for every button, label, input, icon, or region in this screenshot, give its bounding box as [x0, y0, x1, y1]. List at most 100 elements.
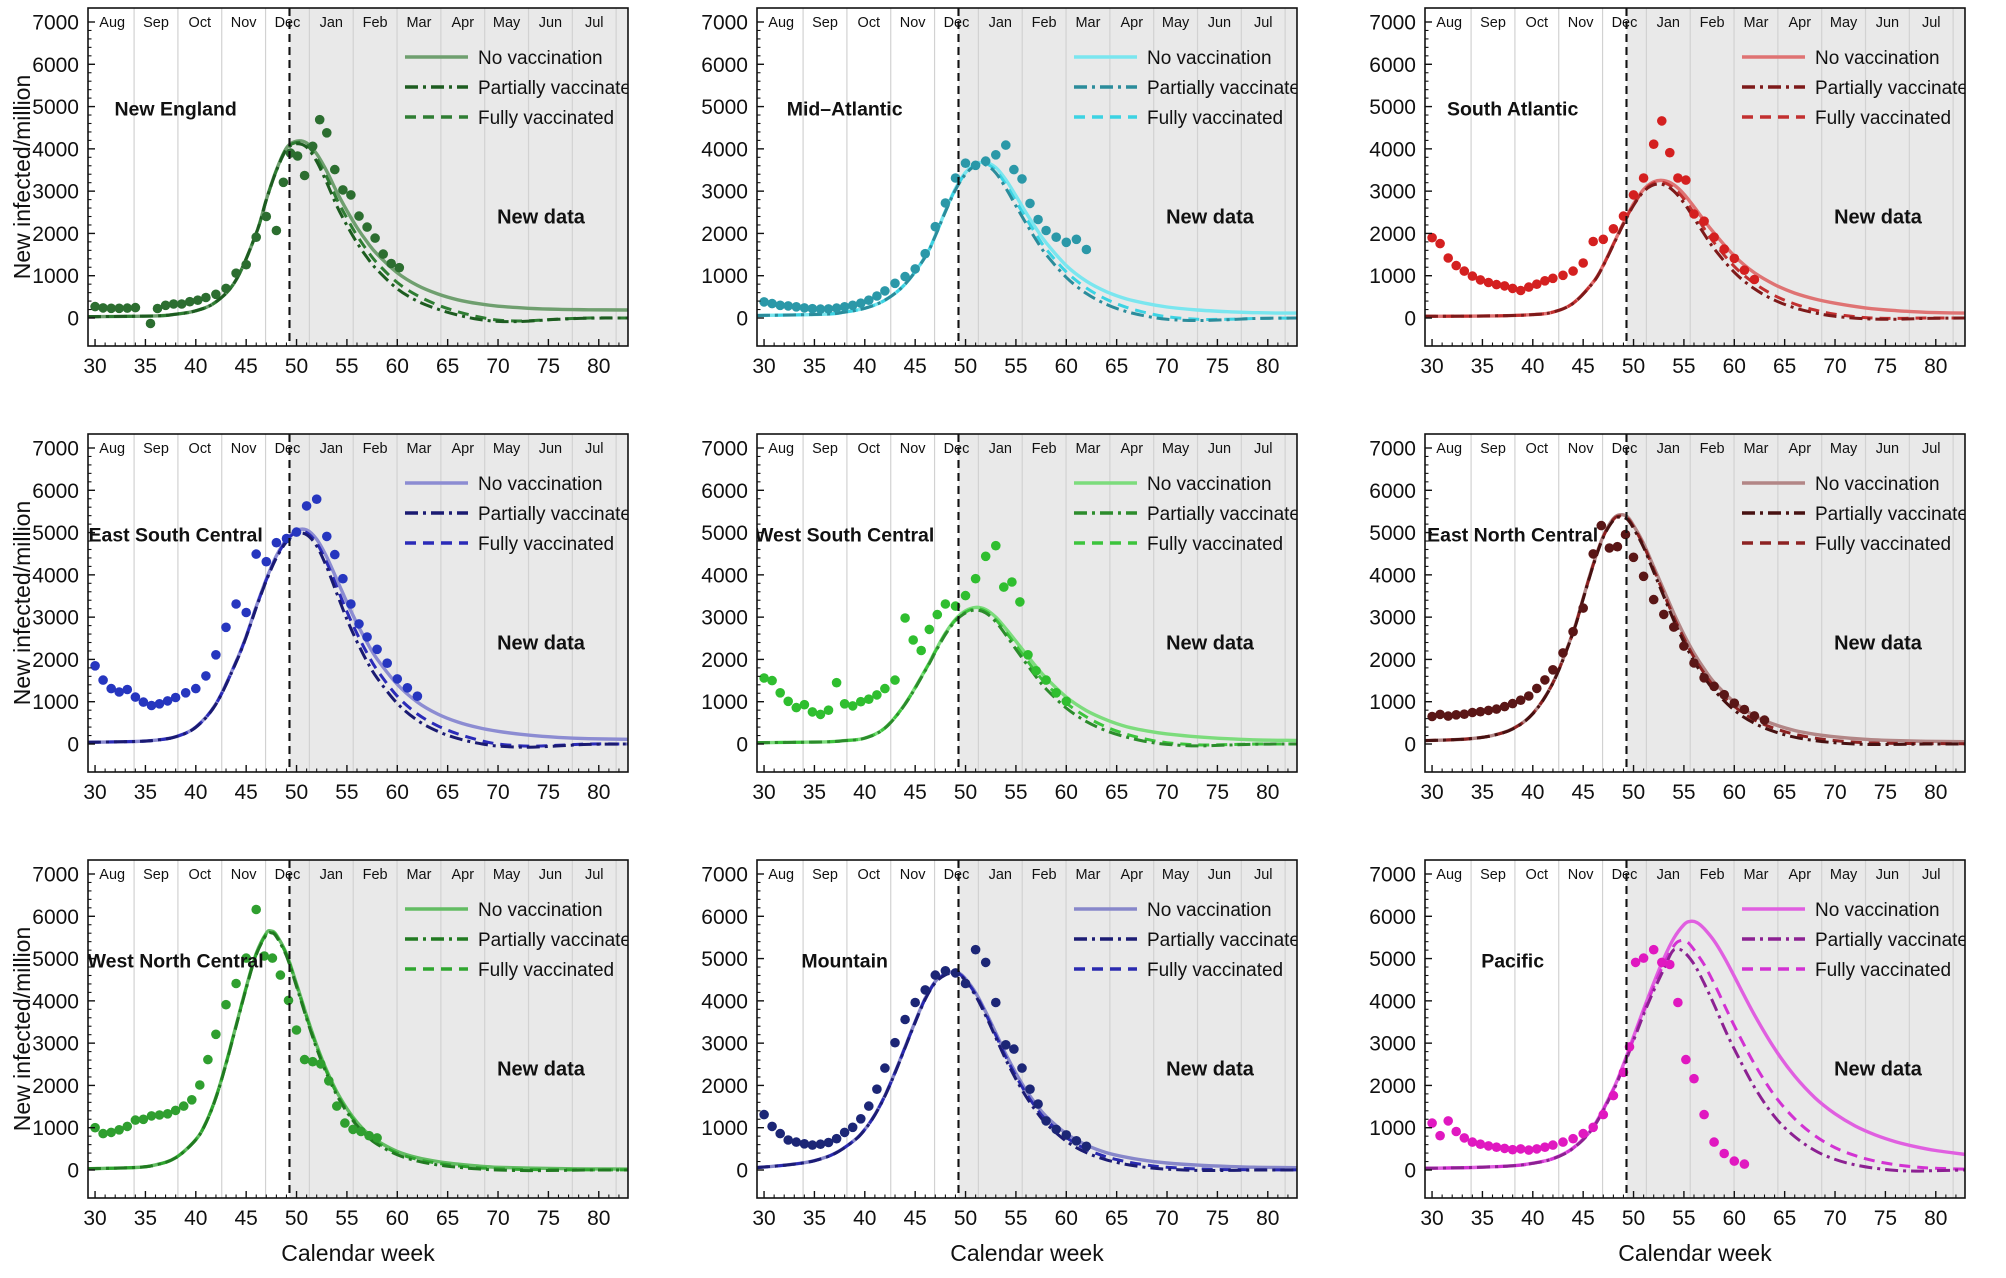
data-point	[321, 128, 332, 138]
data-point	[1548, 664, 1559, 675]
data-point	[186, 1094, 197, 1105]
data-point	[855, 696, 866, 707]
data-point	[1709, 681, 1720, 692]
data-point	[372, 1133, 382, 1143]
data-point	[146, 700, 157, 711]
legend-label: No vaccination	[478, 474, 603, 495]
y-tick-label: 7000	[1370, 12, 1417, 35]
y-tick-label: 5000	[32, 522, 79, 545]
data-point	[275, 970, 286, 980]
new-data-label: New data	[1834, 207, 1923, 229]
data-point	[130, 302, 141, 313]
data-point	[354, 211, 364, 221]
data-point	[1709, 232, 1720, 242]
chart-south-atlantic: No vaccination Partially vaccinated Fully …	[1370, 7, 1967, 378]
data-point	[114, 1124, 124, 1135]
y-tick-label: 3000	[1370, 181, 1417, 204]
curve-fully-vaccinated	[87, 529, 628, 748]
x-tick-label: 75	[1205, 1207, 1228, 1230]
month-label: Sep	[1480, 15, 1506, 31]
data-point	[1508, 698, 1518, 709]
month-label: Feb	[1700, 867, 1725, 883]
panel-new-england: No vaccination Partially vaccinated Fully …	[0, 0, 669, 426]
x-tick-label: 70	[1824, 355, 1847, 378]
data-point	[766, 298, 777, 309]
data-point	[203, 1054, 213, 1065]
data-point	[231, 268, 241, 278]
data-point	[1749, 711, 1760, 721]
x-tick-label: 80	[1256, 1207, 1279, 1230]
data-point	[823, 304, 833, 314]
region-title: Pacific	[1482, 951, 1545, 973]
month-label: Feb	[363, 15, 388, 31]
curve-fully-vaccinated	[1425, 180, 1966, 320]
data-point	[831, 1133, 842, 1144]
data-point	[221, 283, 231, 294]
data-point	[1608, 223, 1619, 234]
data-point	[1051, 232, 1061, 242]
curve-partially-vaccinated	[756, 972, 1297, 1173]
x-tick-label: 50	[1622, 781, 1645, 804]
data-point	[799, 1138, 809, 1149]
x-tick-label: 50	[1622, 1207, 1645, 1230]
x-tick-label: 35	[802, 781, 825, 804]
data-point	[1709, 1137, 1720, 1147]
x-tick-label: 75	[537, 1207, 560, 1230]
data-point	[910, 264, 920, 274]
new-data-label: New data	[497, 1059, 586, 1081]
data-point	[90, 301, 100, 312]
data-point	[1631, 957, 1641, 968]
data-point	[154, 1110, 165, 1120]
x-tick-label: 80	[1256, 781, 1279, 804]
legend-label: Fully vaccinated	[1147, 534, 1283, 555]
month-label: Jun	[1207, 15, 1230, 31]
data-point	[1679, 641, 1690, 651]
curve-partially-vaccinated	[1425, 947, 1966, 1173]
legend-label: Fully vaccinated	[1147, 108, 1283, 129]
y-tick-label: 4000	[1370, 138, 1417, 161]
y-tick-label: 6000	[32, 906, 79, 929]
data-point	[114, 687, 124, 697]
month-label: Dec	[275, 441, 301, 457]
data-point	[855, 1113, 866, 1124]
new-data-label: New data	[497, 207, 586, 229]
data-point	[823, 1137, 833, 1148]
month-label: Sep	[812, 15, 838, 31]
month-label: Nov	[231, 867, 258, 883]
data-point	[1061, 237, 1071, 248]
x-tick-label: 80	[1256, 355, 1279, 378]
data-point	[920, 985, 930, 995]
x-tick-label: 30	[83, 355, 106, 378]
data-point	[1081, 244, 1091, 255]
x-tick-label: 75	[1205, 781, 1228, 804]
y-tick-label: 1000	[32, 691, 79, 714]
plot-frame	[755, 859, 1298, 1199]
data-point	[1427, 1118, 1438, 1128]
data-point	[1629, 552, 1639, 563]
data-point	[1475, 275, 1486, 285]
data-point	[1508, 1144, 1518, 1155]
month-label: Aug	[1437, 867, 1463, 883]
data-point	[168, 299, 179, 309]
data-point	[170, 692, 181, 703]
month-label: Oct	[857, 867, 880, 883]
y-tick-label: 2000	[32, 223, 79, 246]
x-tick-label: 45	[903, 1207, 926, 1230]
x-tick-label: 80	[1924, 1207, 1947, 1230]
x-tick-label: 40	[1521, 355, 1544, 378]
legend-label: Partially vaccinated	[1815, 930, 1979, 951]
data-point	[314, 114, 325, 125]
x-tick-label: 65	[436, 781, 459, 804]
y-tick-label: 0	[1405, 307, 1417, 330]
y-tick-label: 1000	[32, 265, 79, 288]
month-label: Aug	[99, 867, 125, 883]
data-point	[267, 953, 278, 963]
x-tick-label: 75	[1874, 355, 1897, 378]
x-tick-label: 55	[1004, 781, 1027, 804]
month-label: Nov	[231, 441, 258, 457]
data-point	[106, 303, 116, 314]
data-point	[1443, 711, 1454, 721]
month-label: Nov	[231, 15, 258, 31]
month-label: May	[493, 15, 521, 31]
data-point	[1000, 140, 1011, 150]
